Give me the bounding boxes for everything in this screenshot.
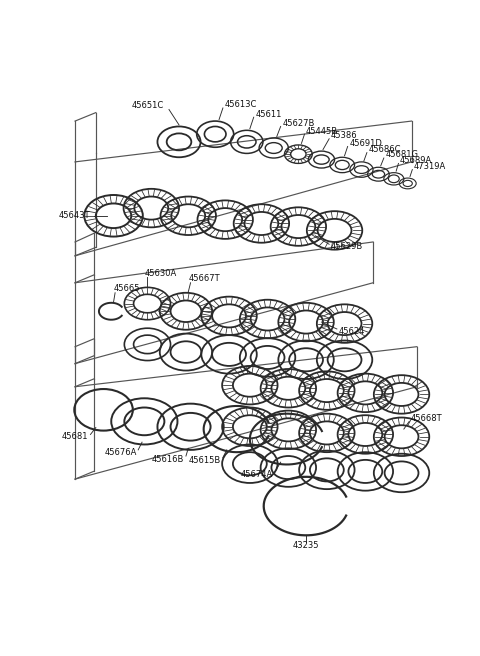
Text: 45676A: 45676A [104,449,137,457]
Text: 45667T: 45667T [188,274,220,283]
Text: 45668T: 45668T [411,414,443,422]
Text: 43235: 43235 [293,541,319,550]
Text: 45613C: 45613C [225,100,257,110]
Text: 45691D: 45691D [349,139,382,148]
Text: 45686C: 45686C [369,145,401,154]
Text: 45445B: 45445B [306,127,338,136]
Text: 45689A: 45689A [400,156,432,165]
Text: 45651C: 45651C [132,101,164,110]
Text: 45681G: 45681G [385,150,419,159]
Text: 45624: 45624 [338,327,365,336]
Text: 45615B: 45615B [189,456,221,465]
Text: 45665: 45665 [114,285,140,293]
Text: 45611: 45611 [255,110,282,119]
Text: 45627B: 45627B [282,119,314,128]
Text: 45386: 45386 [331,131,357,140]
Text: 45629B: 45629B [331,242,363,251]
Text: 45630A: 45630A [144,269,177,278]
Text: 47319A: 47319A [414,162,446,171]
Text: 45681: 45681 [61,432,88,441]
Text: 45616B: 45616B [152,455,184,464]
Text: 45643T: 45643T [59,211,90,220]
Text: 45674A: 45674A [240,470,273,479]
